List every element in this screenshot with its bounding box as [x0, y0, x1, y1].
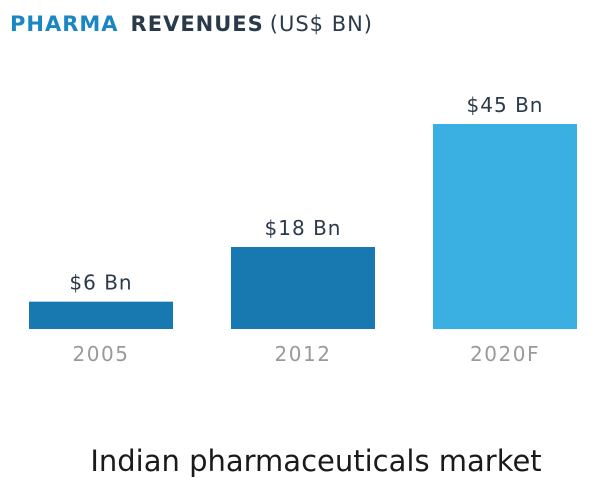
chart-title-revenues: REVENUES [130, 12, 264, 36]
chart-title: PHARMA REVENUES (US$ BN) [10, 12, 373, 36]
bar-chart: $6 Bn 2005 $18 Bn 2012 $45 Bn 2020F [29, 93, 577, 366]
bar-2005 [29, 301, 173, 329]
data-label-2020F: $45 Bn [467, 93, 544, 117]
x-tick-label-2005: 2005 [73, 342, 130, 366]
data-label-2005: $6 Bn [69, 271, 132, 295]
chart-title-pharma: PHARMA [10, 12, 119, 36]
bar-2012 [231, 247, 375, 329]
x-tick-label-2020F: 2020F [470, 342, 540, 366]
x-tick-label-2012: 2012 [275, 342, 332, 366]
chart-title-unit: (US$ BN) [269, 12, 374, 36]
chart-caption: Indian pharmaceuticals market [90, 444, 542, 478]
bar-2020F [433, 124, 577, 329]
data-label-2012: $18 Bn [265, 216, 342, 240]
